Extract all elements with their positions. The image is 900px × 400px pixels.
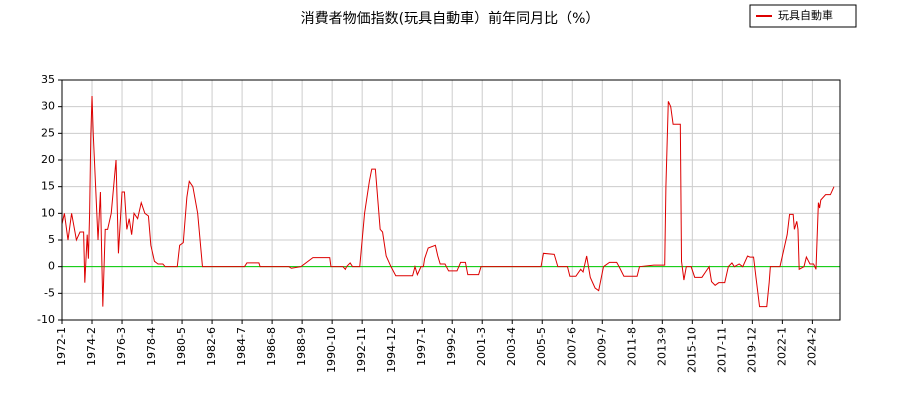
legend-box [749,4,857,28]
x-tick-label: 1982-6 [205,327,218,366]
x-tick-label: 1994-12 [385,327,398,373]
x-tick-label: 1978-4 [145,327,158,366]
x-tick-label: 2024-2 [805,327,818,366]
x-tick-label: 1984-7 [235,327,248,366]
x-tick-label: 1986-8 [265,327,278,366]
y-tick-label: 5 [48,233,55,246]
y-tick-label: 25 [41,126,55,139]
x-tick-label: 1976-3 [115,327,128,366]
x-tick-label: 1999-2 [445,327,458,366]
x-tick-label: 1980-5 [175,327,188,366]
legend-label: 玩具自動車 [778,8,833,22]
y-tick-label: 30 [41,100,55,113]
x-tick-label: 2007-6 [565,327,578,366]
x-tick-label: 2009-7 [595,327,608,366]
x-tick-label: 1974-2 [85,327,98,366]
y-tick-label: -10 [37,313,55,326]
x-tick-label: 2017-11 [715,327,728,373]
x-tick-label: 2003-4 [505,327,518,366]
x-tick-label: 2013-9 [655,327,668,366]
y-tick-label: 0 [48,260,55,273]
x-tick-label: 1992-11 [355,327,368,373]
x-tick-label: 1997-1 [415,327,428,366]
y-tick-label: -5 [44,286,55,299]
plot-border [61,79,841,321]
x-tick-label: 1988-9 [295,327,308,366]
x-tick-label: 1972-1 [55,327,68,366]
y-tick-label: 10 [41,206,55,219]
x-tick-label: 2011-8 [625,327,638,366]
x-tick-label: 2005-5 [535,327,548,366]
x-tick-label: 1990-10 [325,327,338,373]
x-tick-label: 2022-1 [775,327,788,366]
x-tick-label: 2015-10 [685,327,698,373]
y-tick-label: 20 [41,153,55,166]
y-tick-label: 35 [41,73,55,86]
y-tick-label: 15 [41,180,55,193]
plot-area [61,79,841,321]
chart-title: 消費者物価指数(玩具自動車）前年同月比（%） [301,10,600,27]
data-line [61,95,835,308]
x-tick-label: 2001-3 [475,327,488,366]
x-tick-label: 2019-12 [745,327,758,373]
